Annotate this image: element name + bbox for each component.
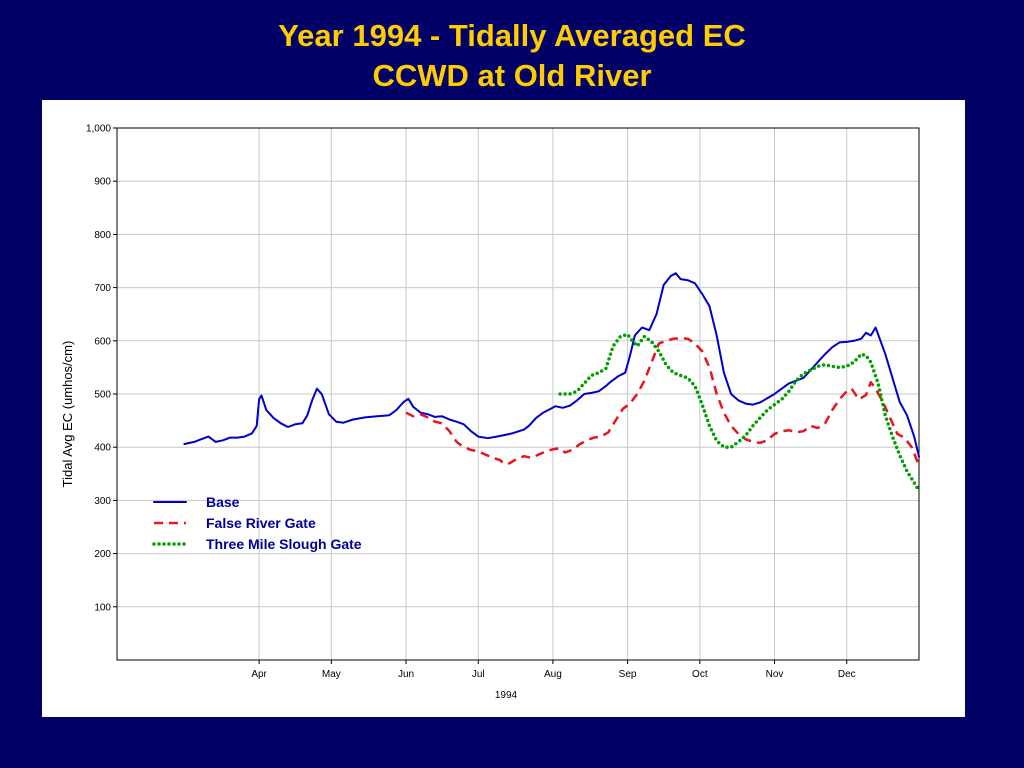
series-line-three-mile-slough-gate (558, 332, 921, 493)
slide-title: Year 1994 - Tidally Averaged EC CCWD at … (0, 16, 1024, 96)
y-tick-label: 600 (94, 336, 111, 347)
x-axis-title: 1994 (495, 690, 518, 701)
x-tick-label: Apr (251, 669, 267, 680)
x-tick-label: May (322, 669, 341, 680)
x-tick-label: Dec (838, 669, 856, 680)
x-axis: Apr May Jun Jul Aug Sep Oct Nov Dec (251, 660, 856, 680)
legend-label: Base (206, 494, 240, 510)
series-line-false-river-gate (405, 336, 921, 467)
legend-label: Three Mile Slough Gate (206, 536, 362, 552)
legend: Base False River Gate Three Mile Slough Ga… (152, 494, 362, 552)
x-tick-label: Aug (544, 669, 562, 680)
x-tick-label: Jun (398, 669, 414, 680)
x-tick-label: Sep (619, 669, 637, 680)
y-tick-label: 300 (94, 496, 111, 507)
legend-label: False River Gate (206, 515, 316, 531)
y-axis: 100 200 300 400 500 600 700 800 900 1,000 (86, 124, 117, 613)
y-tick-label: 700 (94, 283, 111, 294)
title-line-2: CCWD at Old River (372, 58, 652, 93)
y-axis-title: Tidal Avg EC (umhos/cm) (60, 341, 75, 488)
chart: 100 200 300 400 500 600 700 800 900 1,000 Apr May J… (60, 124, 921, 701)
title-line-1: Year 1994 - Tidally Averaged EC (278, 18, 746, 53)
y-tick-label: 400 (94, 443, 111, 454)
y-tick-label: 900 (94, 177, 111, 188)
x-tick-label: Jul (472, 669, 485, 680)
chart-panel: 100 200 300 400 500 600 700 800 900 1,000 Apr May J… (42, 100, 965, 717)
x-tick-label: Nov (766, 669, 784, 680)
series-line-base (183, 272, 920, 458)
y-tick-label: 200 (94, 549, 111, 560)
y-tick-label: 1,000 (86, 124, 111, 135)
x-tick-label: Oct (692, 669, 708, 680)
y-tick-label: 500 (94, 390, 111, 401)
y-tick-label: 100 (94, 602, 111, 613)
grid (117, 127, 919, 660)
series-group (183, 272, 921, 493)
y-tick-label: 800 (94, 230, 111, 241)
